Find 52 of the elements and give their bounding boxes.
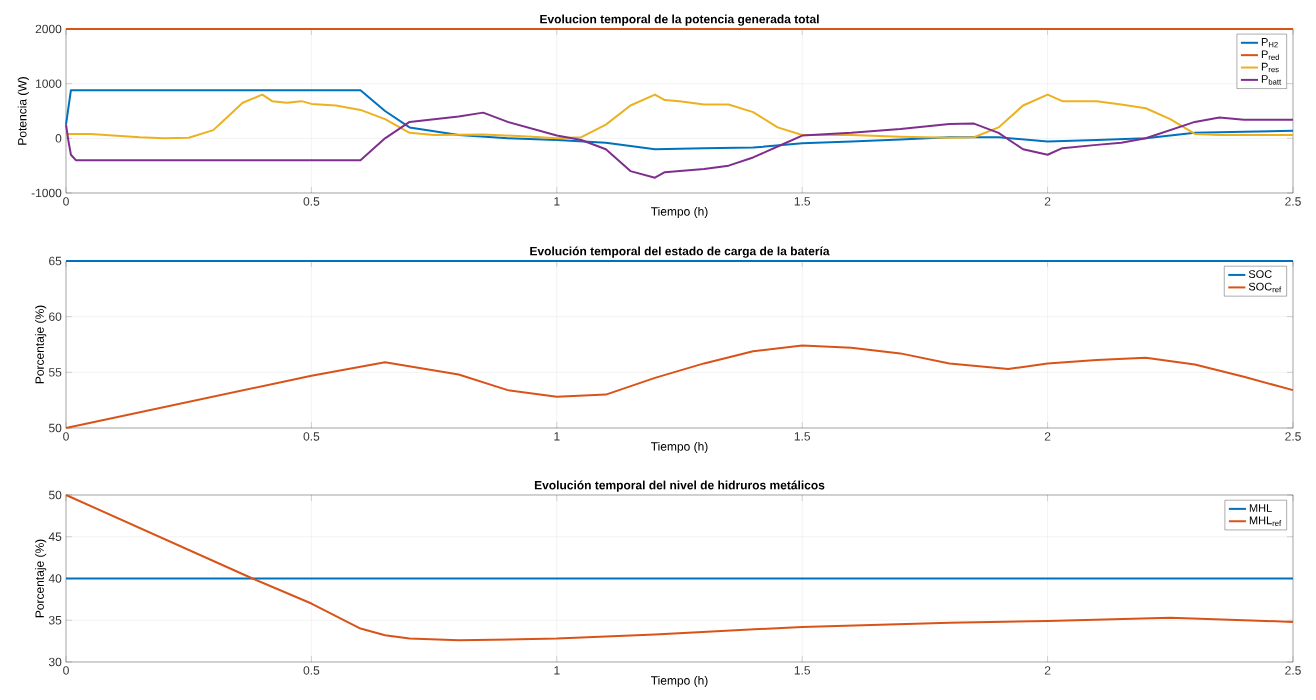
x-tick-label: 2.5 <box>1285 666 1301 675</box>
legend-label: P$_{H2}$ <box>1261 38 1278 48</box>
y-tick-label: 1000 <box>36 79 62 88</box>
x-axis-title: Tiempo (h) <box>650 441 708 454</box>
x-tick-label: 0.5 <box>303 197 320 206</box>
y-tick-label: 45 <box>48 532 62 541</box>
x-tick-label: 2 <box>1044 432 1051 441</box>
x-tick-label: 0 <box>63 666 69 675</box>
y-tick-label: 50 <box>48 490 62 500</box>
legend-label: SOC$_{ref}$ <box>1248 282 1282 293</box>
legend-label: P$_{res}$ <box>1261 62 1279 73</box>
x-tick-label: 1 <box>554 197 560 206</box>
chart-title: Evolucion temporal de la potencia generada total <box>540 14 819 26</box>
legend-label: MHL$_{ref}$ <box>1249 516 1282 527</box>
y-tick-label: 40 <box>48 574 62 583</box>
y-tick-label: 50 <box>48 423 62 433</box>
x-axis-title: Tiempo (h) <box>650 675 708 688</box>
y-axis-title: Porcentaje (%) <box>35 539 47 618</box>
x-tick-label: 0 <box>63 197 69 206</box>
legend-label: SOC <box>1248 270 1272 278</box>
y-tick-label: 0 <box>55 134 62 143</box>
line-series <box>65 89 1295 151</box>
legend-label: MHL <box>1249 504 1272 512</box>
x-tick-label: 1.5 <box>794 432 811 441</box>
x-tick-label: 0.5 <box>303 666 320 675</box>
y-tick-label: -1000 <box>31 188 62 198</box>
y-tick-label: 2000 <box>35 24 62 34</box>
y-axis-title: Potencia (W) <box>17 77 29 145</box>
x-tick-label: 2.5 <box>1285 432 1301 441</box>
legend-label: P$_{batt}$ <box>1261 75 1282 85</box>
x-tick-label: 0 <box>63 432 69 441</box>
line-series <box>65 493 1295 642</box>
y-tick-label: 65 <box>49 256 62 266</box>
y-tick-label: 35 <box>48 615 62 625</box>
legend-label: P$_{red}$ <box>1261 50 1279 60</box>
y-tick-label: 60 <box>49 312 62 321</box>
chart-title: Evolución temporal del nivel de hidruros metálicos <box>534 480 825 492</box>
chart-title: Evolución temporal del estado de carga de la batería <box>530 246 830 258</box>
line-series <box>65 111 1295 179</box>
x-tick-label: 2 <box>1044 666 1051 675</box>
x-tick-label: 1 <box>554 432 560 441</box>
line-series <box>65 344 1295 429</box>
y-axis-title: Porcentaje (%) <box>35 305 47 384</box>
y-tick-label: 30 <box>48 657 62 667</box>
x-tick-label: 2 <box>1044 197 1051 206</box>
x-axis-title: Tiempo (h) <box>650 206 708 219</box>
x-tick-label: 0.5 <box>303 432 320 441</box>
x-tick-label: 1 <box>554 666 560 675</box>
x-tick-label: 2.5 <box>1285 197 1301 206</box>
x-tick-label: 1.5 <box>794 197 811 206</box>
x-tick-label: 1.5 <box>794 666 811 675</box>
y-tick-label: 55 <box>48 368 62 377</box>
